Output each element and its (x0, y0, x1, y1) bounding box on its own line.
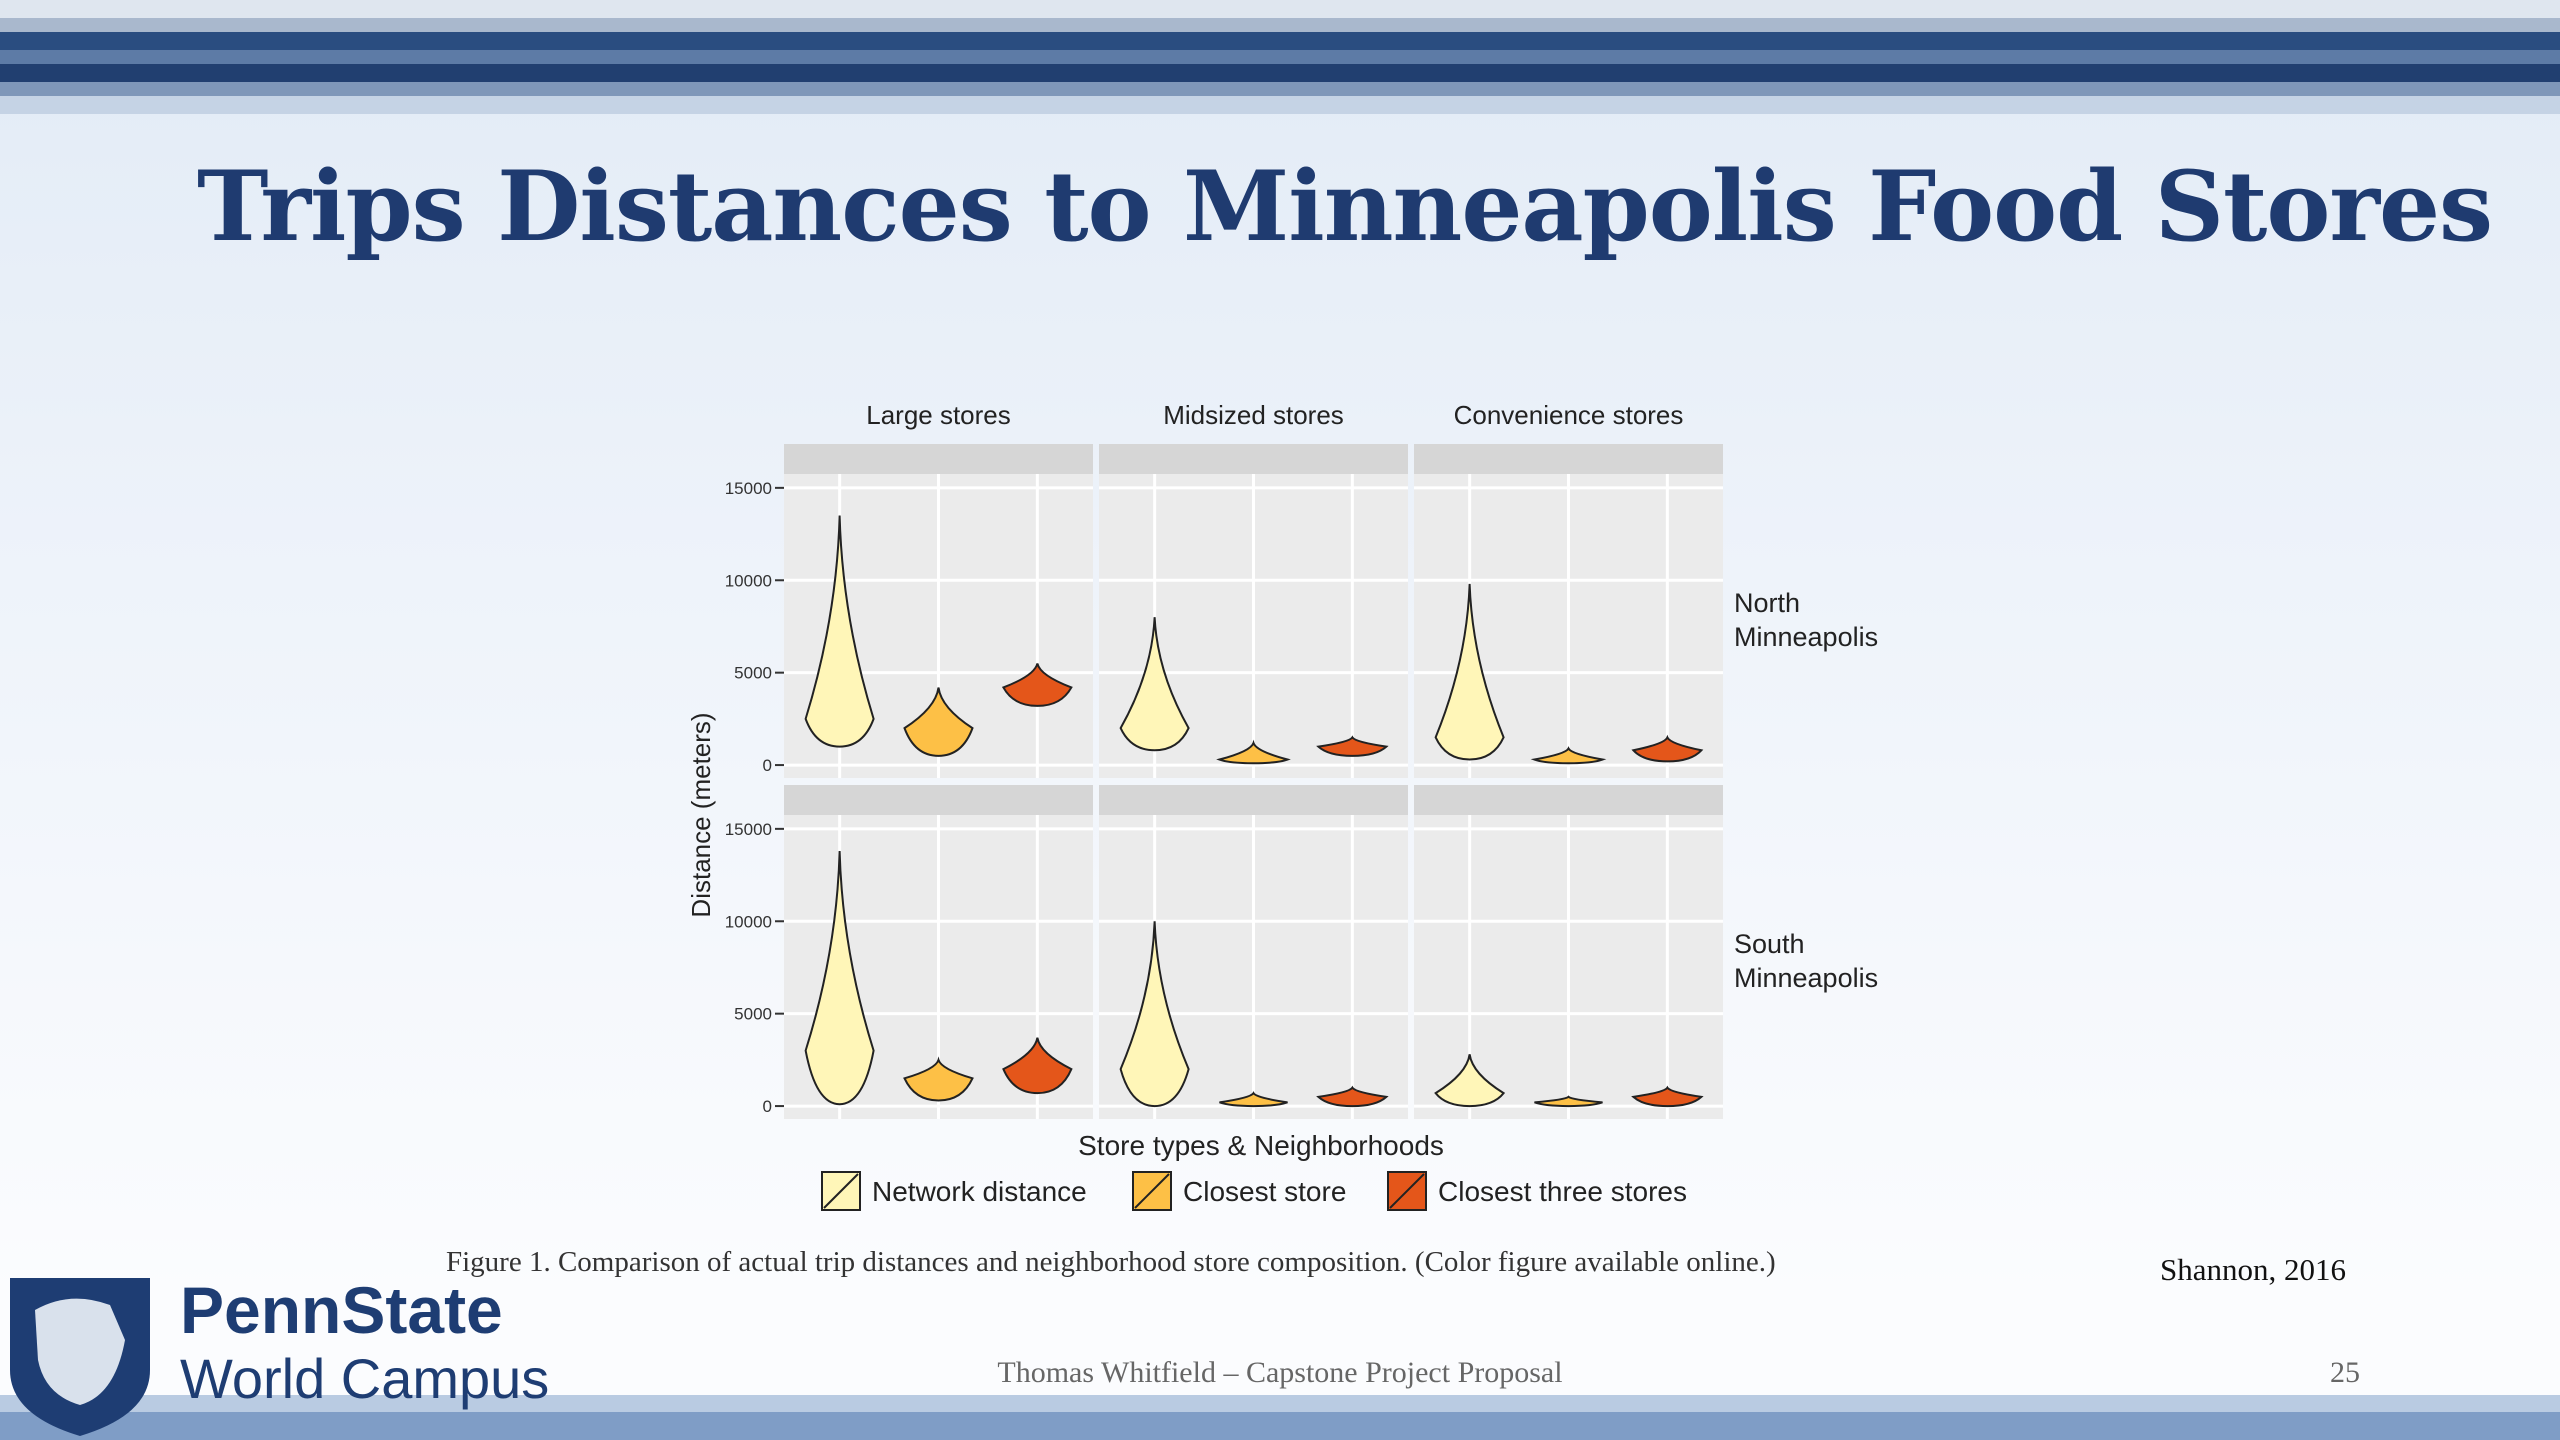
band (0, 32, 2560, 50)
logo-lion (35, 1298, 125, 1405)
y-tick-label: 5000 (734, 664, 772, 683)
violin (1001, 663, 1073, 707)
footer: Thomas Whitfield – Capstone Project Prop… (997, 1356, 1563, 1389)
y-tick-label: 0 (763, 1097, 772, 1116)
row-label: South Minneapolis (1734, 929, 1879, 993)
violin (903, 1056, 974, 1102)
slide-title: Trips Distances to Minneapolis Food Stor… (197, 150, 2493, 263)
facet-strip (1414, 785, 1723, 815)
facet-strip (784, 785, 1093, 815)
band (0, 18, 2560, 32)
y-axis-label: Distance (meters) (686, 712, 716, 917)
band (0, 0, 2560, 18)
violin (1530, 746, 1607, 765)
legend-label: Network distance (872, 1176, 1087, 1207)
violin (1119, 921, 1190, 1108)
legend-label: Closest three stores (1438, 1176, 1687, 1207)
band (0, 96, 2560, 114)
y-tick-label: 15000 (725, 820, 772, 839)
y-tick-label: 10000 (725, 912, 772, 931)
legend-key-line (823, 1173, 859, 1209)
violin (1216, 739, 1291, 765)
violin (1119, 617, 1190, 752)
legend-label: Closest store (1183, 1176, 1346, 1207)
violin (1002, 1037, 1073, 1095)
violin (1534, 1095, 1603, 1108)
band (0, 50, 2560, 64)
violin (1631, 734, 1704, 763)
band (0, 64, 2560, 82)
legend-key-line (1389, 1173, 1425, 1209)
logo-name: PennState (180, 1273, 503, 1347)
band (0, 82, 2560, 96)
violin (804, 515, 875, 748)
violin (903, 687, 974, 757)
violin (1219, 1091, 1288, 1108)
facet-strip (1414, 444, 1723, 474)
y-tick-label: 15000 (725, 479, 772, 498)
figure-caption: Figure 1. Comparison of actual trip dist… (446, 1246, 1776, 1278)
y-tick-label: 0 (763, 756, 772, 775)
violin (1316, 1085, 1389, 1108)
violin (1434, 583, 1505, 761)
facet-strip (784, 444, 1093, 474)
violin (1631, 1085, 1704, 1108)
facet-label: Midsized stores (1163, 400, 1344, 430)
source: Shannon, 2016 (2160, 1252, 2346, 1287)
page-number: 25 (2330, 1356, 2360, 1389)
violin (804, 851, 875, 1106)
facet-strip (1099, 444, 1408, 474)
band (0, 1412, 2560, 1440)
x-axis-label: Store types & Neighborhoods (1078, 1130, 1444, 1161)
facet-strip (1099, 785, 1408, 815)
facet-label: Convenience stores (1454, 400, 1684, 430)
y-tick-label: 5000 (734, 1005, 772, 1024)
facet-label: Large stores (866, 400, 1011, 430)
violin (1434, 1054, 1506, 1108)
y-tick-label: 10000 (725, 571, 772, 590)
row-label: North Minneapolis (1734, 588, 1879, 652)
violin (1316, 735, 1389, 757)
legend-key-line (1134, 1173, 1170, 1209)
logo-subtitle: World Campus (180, 1347, 550, 1410)
